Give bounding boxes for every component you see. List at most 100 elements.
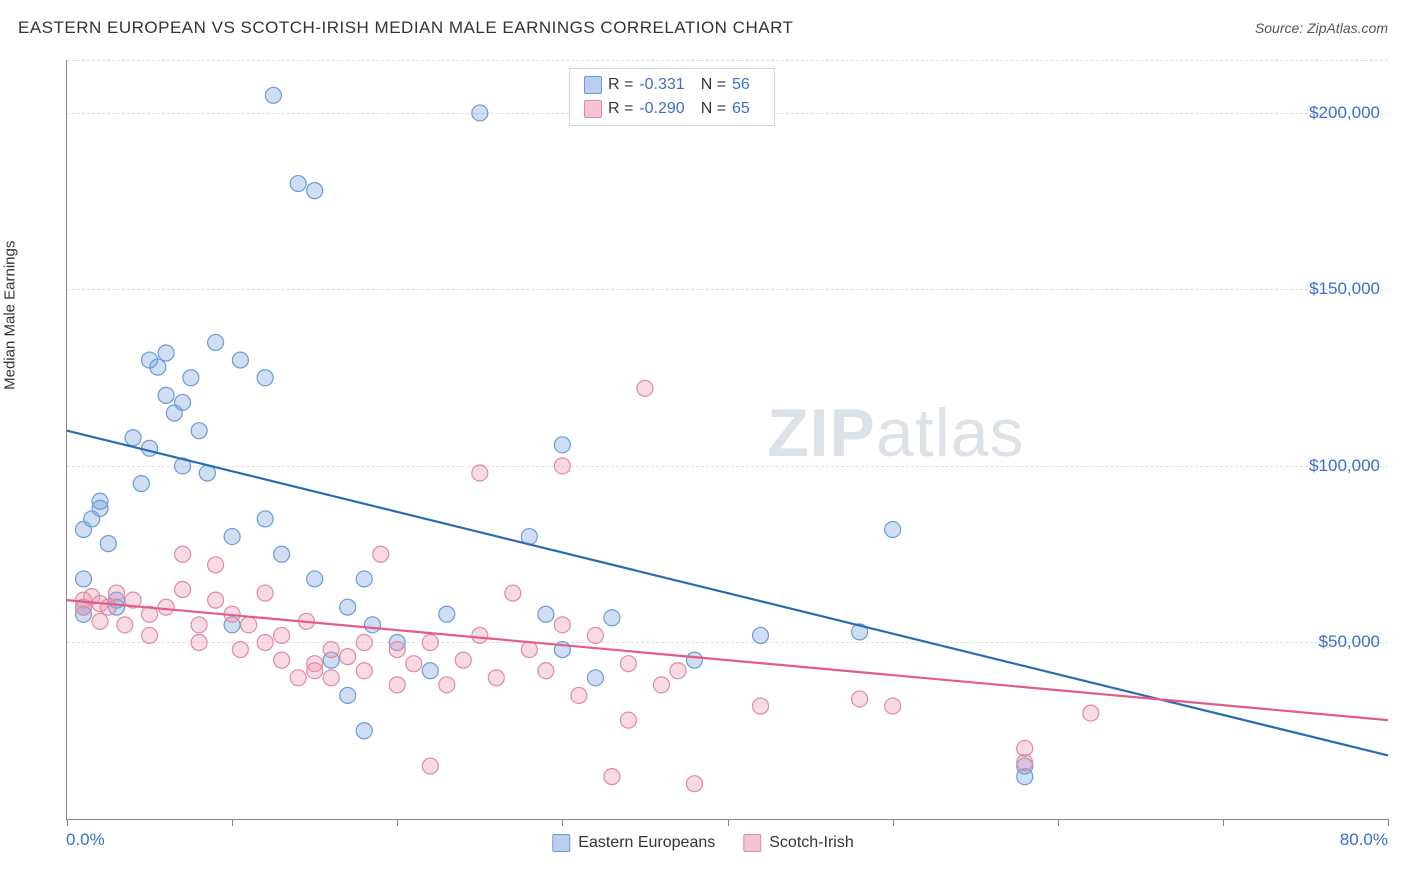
data-point [241, 617, 257, 633]
data-point [753, 698, 769, 714]
plot-area: $50,000$100,000$150,000$200,000 ZIPatlas… [66, 60, 1388, 820]
legend: Eastern Europeans Scotch-Irish [552, 834, 853, 852]
source-attribution: Source: ZipAtlas.com [1255, 20, 1388, 36]
data-point [150, 359, 166, 375]
data-point [753, 627, 769, 643]
legend-label: Eastern Europeans [578, 834, 715, 852]
x-tick [232, 819, 233, 826]
data-point [422, 634, 438, 650]
data-point [142, 627, 158, 643]
data-point [257, 585, 273, 601]
data-point [472, 627, 488, 643]
data-point [133, 476, 149, 492]
data-point [307, 183, 323, 199]
data-point [142, 440, 158, 456]
data-point [125, 430, 141, 446]
data-point [604, 610, 620, 626]
data-point [455, 652, 471, 668]
data-point [257, 370, 273, 386]
data-point [208, 592, 224, 608]
data-point [406, 656, 422, 672]
data-point [852, 691, 868, 707]
data-point [158, 599, 174, 615]
data-point [290, 670, 306, 686]
y-axis-label: Median Male Earnings [2, 241, 19, 390]
x-tick [893, 819, 894, 826]
data-point [422, 758, 438, 774]
data-point [92, 613, 108, 629]
stats-row-2: R = -0.290 N = 65 [584, 97, 760, 121]
legend-item-2: Scotch-Irish [743, 834, 853, 852]
data-point [356, 723, 372, 739]
x-tick [1223, 819, 1224, 826]
swatch-series1 [584, 76, 602, 94]
data-point [232, 642, 248, 658]
legend-item-1: Eastern Europeans [552, 834, 715, 852]
data-point [472, 465, 488, 481]
chart-header: EASTERN EUROPEAN VS SCOTCH-IRISH MEDIAN … [18, 18, 1388, 38]
data-point [307, 571, 323, 587]
data-point [92, 493, 108, 509]
data-point [158, 387, 174, 403]
data-point [175, 394, 191, 410]
data-point [389, 642, 405, 658]
chart-container: Median Male Earnings $50,000$100,000$150… [18, 50, 1388, 862]
data-point [356, 663, 372, 679]
data-point [620, 712, 636, 728]
data-point [191, 617, 207, 633]
data-point [274, 652, 290, 668]
correlation-stats-box: R = -0.331 N = 56 R = -0.290 N = 65 [569, 68, 775, 126]
data-point [571, 687, 587, 703]
scatter-svg [67, 60, 1388, 819]
data-point [175, 582, 191, 598]
data-point [521, 642, 537, 658]
data-point [208, 334, 224, 350]
data-point [1017, 755, 1033, 771]
data-point [637, 380, 653, 396]
data-point [885, 698, 901, 714]
data-point [208, 557, 224, 573]
data-point [604, 769, 620, 785]
data-point [158, 345, 174, 361]
data-point [364, 617, 380, 633]
data-point [505, 585, 521, 601]
data-point [686, 652, 702, 668]
data-point [554, 617, 570, 633]
data-point [439, 677, 455, 693]
legend-label: Scotch-Irish [769, 834, 853, 852]
swatch-icon [743, 834, 761, 852]
data-point [224, 529, 240, 545]
x-tick [67, 819, 68, 826]
data-point [100, 536, 116, 552]
data-point [587, 627, 603, 643]
data-point [356, 634, 372, 650]
x-tick [397, 819, 398, 826]
data-point [439, 606, 455, 622]
data-point [100, 599, 116, 615]
trend-line [67, 600, 1388, 720]
data-point [257, 634, 273, 650]
data-point [307, 663, 323, 679]
x-axis-max-label: 80.0% [1340, 830, 1388, 850]
data-point [554, 458, 570, 474]
data-point [76, 571, 92, 587]
data-point [340, 687, 356, 703]
x-tick [562, 819, 563, 826]
data-point [885, 522, 901, 538]
data-point [191, 634, 207, 650]
data-point [538, 606, 554, 622]
data-point [175, 546, 191, 562]
data-point [373, 546, 389, 562]
data-point [117, 617, 133, 633]
data-point [1083, 705, 1099, 721]
data-point [191, 423, 207, 439]
data-point [686, 776, 702, 792]
data-point [274, 627, 290, 643]
data-point [323, 670, 339, 686]
data-point [340, 649, 356, 665]
data-point [290, 176, 306, 192]
data-point [554, 437, 570, 453]
data-point [356, 571, 372, 587]
data-point [670, 663, 686, 679]
x-tick [1388, 819, 1389, 826]
